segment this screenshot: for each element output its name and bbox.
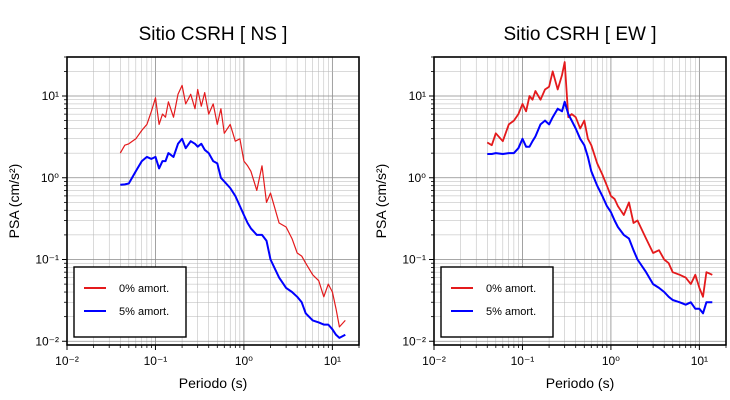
y-axis-label: PSA (cm/s²) (373, 164, 389, 239)
legend-label: 5% amort. (486, 306, 536, 318)
legend-box (440, 266, 554, 338)
y-tick-label: 10⁻¹ (35, 253, 59, 267)
x-tick-label: 10¹ (691, 354, 708, 368)
legend: 0% amort. 5% amort. (73, 266, 187, 338)
legend-label: 5% amort. (119, 306, 169, 318)
chart-panel-1: 10⁻² 10⁻² 10⁻¹ 10⁻¹ 10⁰ 10⁰ 10¹ 10¹ Sitio CSRH [… (373, 24, 727, 391)
y-tick-label: 10¹ (42, 89, 59, 103)
x-tick-label: 10¹ (324, 354, 341, 368)
x-tick-label: 10⁰ (235, 354, 253, 368)
legend-label: 0% amort. (486, 283, 536, 295)
legend-label: 0% amort. (119, 283, 169, 295)
chart-title: Sitio CSRH [ NS ] (139, 24, 288, 45)
chart-panel-0: 10⁻² 10⁻² 10⁻¹ 10⁻¹ 10⁰ 10⁰ 10¹ 10¹ Sitio CSRH [… (6, 24, 360, 391)
plot-frame (66, 56, 360, 346)
x-axis-label: Periodo (s) (546, 375, 614, 391)
y-axis-label: PSA (cm/s²) (6, 164, 22, 239)
grid (66, 56, 360, 345)
x-tick-label: 10⁰ (602, 354, 620, 368)
y-tick-label: 10⁰ (408, 171, 426, 185)
y-tick-label: 10¹ (409, 89, 426, 103)
y-tick-label: 10⁰ (41, 171, 59, 185)
series-line-5-amort- (120, 137, 346, 339)
y-tick-label: 10⁻² (35, 334, 59, 348)
grid (433, 56, 727, 345)
x-tick-label: 10⁻¹ (144, 354, 168, 368)
x-tick-label: 10⁻¹ (511, 354, 535, 368)
series-line-0-amort- (119, 84, 346, 328)
y-tick-label: 10⁻² (402, 334, 426, 348)
legend: 0% amort. 5% amort. (440, 266, 554, 338)
legend-box (73, 266, 187, 338)
series-line-0-amort- (486, 61, 713, 298)
x-axis-label: Periodo (s) (179, 375, 247, 391)
x-tick-label: 10⁻² (55, 354, 79, 368)
plot-frame (433, 56, 727, 346)
chart-title: Sitio CSRH [ EW ] (503, 24, 656, 45)
y-tick-label: 10⁻¹ (402, 253, 426, 267)
x-tick-label: 10⁻² (422, 354, 446, 368)
series-line-5-amort- (487, 100, 713, 315)
